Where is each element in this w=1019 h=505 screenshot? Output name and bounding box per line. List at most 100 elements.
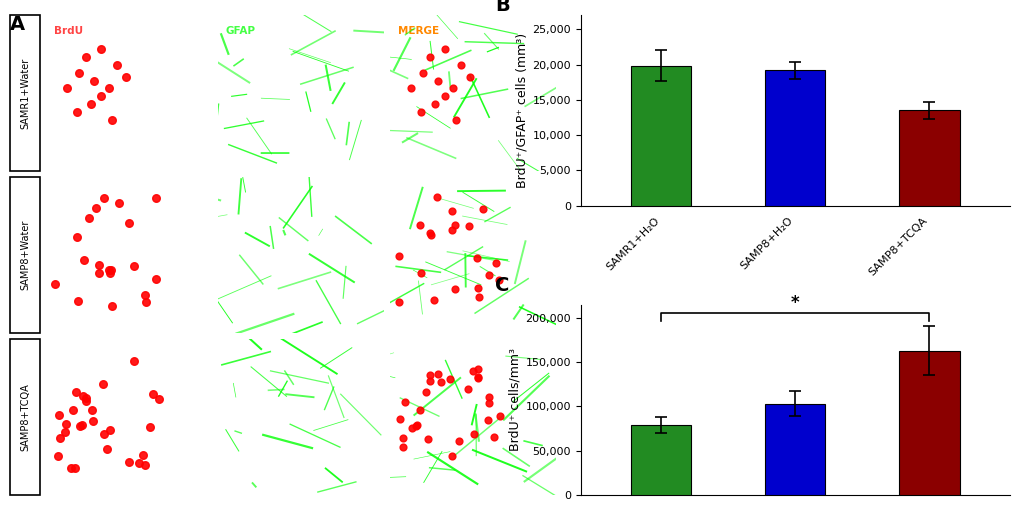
Point [474, 205, 490, 213]
Text: CC: CC [142, 26, 156, 36]
Point [101, 266, 117, 274]
Point [436, 45, 452, 54]
Point [452, 61, 469, 69]
Point [412, 221, 428, 229]
Point [421, 53, 437, 61]
Point [479, 416, 495, 424]
Point [93, 45, 109, 54]
Bar [631, 425, 691, 495]
Point [138, 298, 154, 306]
Point [460, 222, 476, 230]
Point [77, 53, 94, 61]
Point [465, 367, 481, 375]
Bar [631, 66, 691, 206]
Point [413, 108, 429, 116]
Bar [764, 403, 824, 495]
Point [83, 100, 99, 108]
Point [444, 84, 461, 92]
Point [418, 388, 434, 396]
Point [74, 392, 91, 400]
Point [91, 269, 107, 277]
Point [120, 219, 137, 227]
Point [81, 215, 97, 223]
Point [57, 428, 73, 436]
Point [109, 61, 125, 69]
Point [469, 374, 485, 382]
Point [72, 422, 89, 430]
Point [111, 199, 127, 207]
Point [103, 266, 119, 274]
Point [64, 407, 81, 415]
Point [443, 226, 460, 234]
Point [145, 390, 161, 398]
Bar [764, 70, 824, 206]
Point [135, 451, 151, 460]
Point [404, 424, 420, 432]
Text: B: B [494, 0, 510, 15]
Point [121, 459, 138, 467]
Point [96, 193, 112, 201]
Point [51, 433, 67, 441]
FancyBboxPatch shape [10, 15, 40, 171]
Point [95, 380, 111, 388]
Point [407, 422, 423, 430]
Point [66, 464, 83, 472]
Bar [899, 350, 959, 495]
Point [86, 77, 102, 85]
Point [69, 108, 86, 116]
Point [446, 285, 463, 293]
Point [443, 207, 460, 215]
FancyBboxPatch shape [10, 177, 40, 333]
Point [447, 116, 464, 124]
Point [57, 420, 73, 428]
Point [422, 229, 438, 237]
Point [491, 412, 507, 420]
Point [101, 426, 117, 434]
Point [481, 271, 497, 279]
Bar [899, 110, 959, 206]
Point [394, 443, 411, 451]
Text: BrdU: BrdU [54, 26, 83, 36]
Point [77, 394, 94, 402]
Point [421, 377, 437, 385]
Point [422, 371, 438, 379]
Point [68, 233, 85, 241]
Text: MERGE: MERGE [397, 26, 438, 36]
Point [148, 275, 164, 283]
Point [411, 406, 427, 414]
Point [487, 259, 503, 267]
Point [426, 100, 442, 108]
Point [391, 415, 408, 423]
Y-axis label: BrdU⁺/GFAP⁺ cells (mm³): BrdU⁺/GFAP⁺ cells (mm³) [515, 33, 528, 188]
Text: SAMR1+Water: SAMR1+Water [20, 58, 31, 129]
Point [88, 204, 104, 212]
Point [390, 298, 407, 307]
Point [85, 417, 101, 425]
Text: SAMP8+Water: SAMP8+Water [20, 220, 31, 290]
Point [137, 291, 153, 299]
Point [59, 84, 75, 92]
Point [396, 397, 413, 406]
Point [130, 459, 147, 467]
Point [423, 231, 439, 239]
Point [470, 284, 486, 292]
Point [415, 69, 431, 77]
Point [446, 221, 463, 229]
Point [125, 357, 142, 365]
Point [50, 452, 66, 461]
Point [429, 77, 445, 85]
Point [469, 254, 485, 262]
Point [441, 375, 458, 383]
Point [67, 388, 84, 396]
Point [117, 73, 133, 81]
Point [104, 302, 120, 310]
Point [471, 293, 487, 301]
Point [413, 269, 429, 277]
Point [151, 395, 167, 403]
Point [436, 92, 452, 100]
FancyBboxPatch shape [10, 339, 40, 495]
Text: A: A [10, 15, 25, 34]
Point [73, 421, 90, 429]
Point [459, 385, 475, 393]
Point [93, 92, 109, 100]
